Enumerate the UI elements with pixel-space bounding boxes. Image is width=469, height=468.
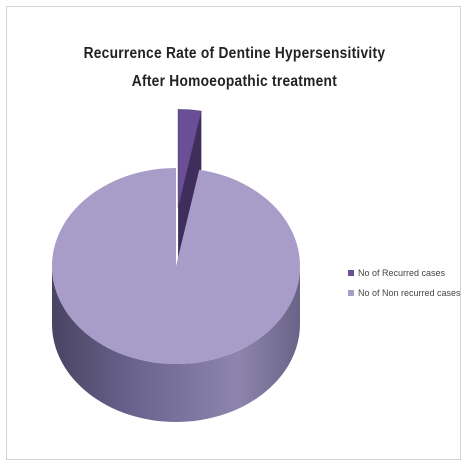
- pie-slice-recurred: [177, 109, 202, 208]
- chart-title: Recurrence Rate of Dentine Hypersensitiv…: [33, 40, 436, 96]
- pie-slice-side-recurred: [178, 111, 202, 266]
- legend-label-non-recurred: No of Non recurred cases: [358, 288, 461, 298]
- chart-title-line-2: After Homoeopathic treatment: [131, 73, 338, 90]
- legend-swatch-non-recurred: [348, 290, 354, 296]
- legend-swatch-recurred: [348, 270, 354, 276]
- pie-slice-non-recurred: [52, 168, 301, 364]
- chart-title-line-1: Recurrence Rate of Dentine Hypersensitiv…: [83, 45, 386, 62]
- pie-slice-side-non-recurred: [52, 266, 300, 422]
- legend-label-recurred: No of Recurred cases: [358, 268, 446, 278]
